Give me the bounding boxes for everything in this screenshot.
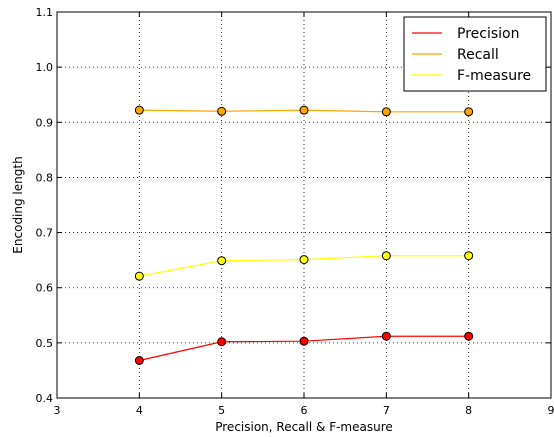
data-point-precision: [381, 331, 391, 341]
data-point-f-measure: [299, 255, 309, 265]
y-tick-label: 0.8: [36, 171, 54, 184]
legend-label-precision: Precision: [457, 26, 519, 42]
x-axis-label: Precision, Recall & F-measure: [215, 420, 393, 434]
y-axis-label: Encoding length: [11, 156, 25, 253]
x-tick-label: 5: [218, 404, 225, 417]
y-tick-label: 0.4: [36, 392, 54, 405]
data-point-recall: [299, 105, 309, 115]
grid-lines: [57, 12, 551, 398]
data-point-f-measure: [381, 251, 391, 261]
y-tick-label: 0.5: [36, 337, 54, 350]
y-tick-label: 0.6: [36, 282, 54, 295]
x-tick-label: 4: [136, 404, 143, 417]
series-group: [134, 105, 474, 366]
x-tick-label: 3: [54, 404, 61, 417]
y-tick-label: 1.0: [36, 61, 54, 74]
data-point-f-measure: [464, 251, 474, 261]
legend: Precision Recall F-measure: [403, 16, 547, 92]
data-point-recall: [464, 107, 474, 117]
x-tick-label: 6: [301, 404, 308, 417]
x-tick-label: 8: [465, 404, 472, 417]
y-tick-label: 0.7: [36, 227, 54, 240]
legend-label-f-measure: F-measure: [457, 68, 531, 84]
data-point-f-measure: [134, 271, 144, 281]
data-point-recall: [217, 106, 227, 116]
data-point-f-measure: [217, 256, 227, 266]
x-tick-label: 7: [383, 404, 390, 417]
y-tick-label: 0.9: [36, 116, 54, 129]
data-point-precision: [134, 356, 144, 366]
x-tick-label: 9: [548, 404, 554, 417]
data-point-recall: [134, 105, 144, 115]
data-point-precision: [299, 336, 309, 346]
data-point-precision: [217, 337, 227, 347]
legend-label-recall: Recall: [457, 47, 499, 63]
axis-ticks: 3 4 5 6 7 8 9 0.4 0.5 0.6 0.7 0.8 0.9 1.0 1.1: [36, 6, 554, 417]
data-point-precision: [464, 331, 474, 341]
y-tick-label: 1.1: [36, 6, 54, 19]
data-point-recall: [381, 107, 391, 117]
